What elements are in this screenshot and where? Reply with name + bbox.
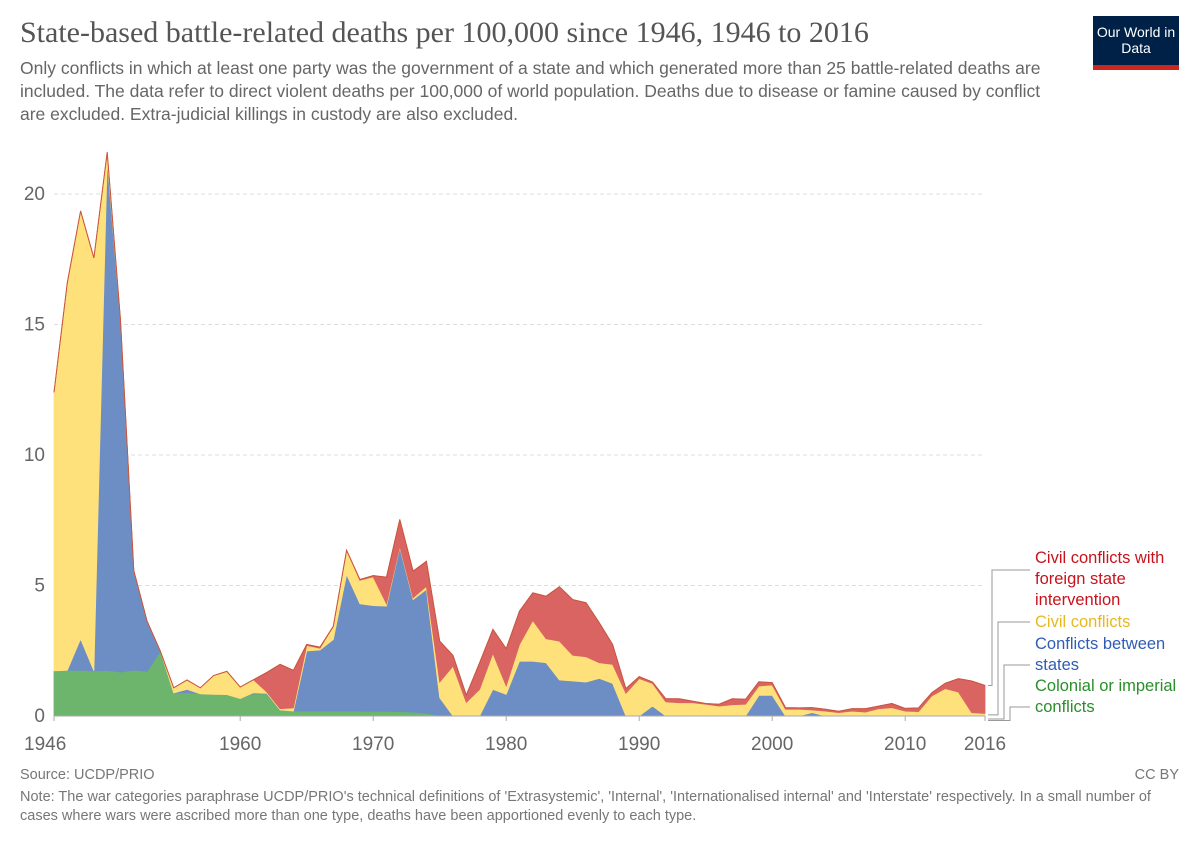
legend-connector — [988, 621, 1030, 716]
source-text: Source: UCDP/PRIO — [20, 767, 155, 783]
legend-connector — [988, 706, 1030, 721]
legend-connector — [988, 664, 1030, 720]
total-line — [53, 152, 986, 712]
chart-subtitle: Only conflicts in which at least one par… — [20, 58, 1041, 124]
y-tick-label: 0 — [34, 706, 45, 727]
x-tick-label: 2010 — [884, 734, 926, 755]
y-tick-label: 15 — [24, 315, 45, 336]
area-chart: 0 5 10 15 20 1946 1960 1970 1980 1990 2000 2010 2016 — [24, 152, 1030, 755]
y-tick-label: 10 — [24, 445, 45, 466]
legend-connector — [988, 569, 1030, 686]
license-link[interactable]: CC BY — [1134, 767, 1179, 783]
x-tick-label: 1980 — [485, 734, 527, 755]
x-tick-label: 2016 — [964, 734, 1006, 755]
legend-item-civil-foreign[interactable]: Civil conflicts with foreign state inter… — [1035, 549, 1165, 609]
legend-item-civil[interactable]: Civil conflicts — [1035, 613, 1131, 631]
note-text: Note: The war categories paraphrase UCDP… — [20, 789, 1151, 824]
x-tick-label: 1990 — [618, 734, 660, 755]
x-tick-label: 1970 — [352, 734, 394, 755]
chart-title: State-based battle-related deaths per 10… — [20, 16, 869, 49]
legend-item-colonial[interactable]: Colonial or imperial conflicts — [1035, 677, 1177, 716]
x-tick-label: 1946 — [24, 734, 66, 755]
logo-bar — [1093, 65, 1179, 70]
x-tick-label: 1960 — [219, 734, 261, 755]
y-tick-label: 20 — [24, 184, 45, 205]
logo-text: Our World in Data — [1096, 24, 1176, 56]
y-tick-label: 5 — [34, 576, 45, 597]
legend-item-between-states[interactable]: Conflicts between states — [1035, 635, 1166, 674]
x-tick-label: 2000 — [751, 734, 793, 755]
owid-logo[interactable]: Our World in Data — [1093, 16, 1179, 70]
area-series-3 — [53, 152, 986, 714]
